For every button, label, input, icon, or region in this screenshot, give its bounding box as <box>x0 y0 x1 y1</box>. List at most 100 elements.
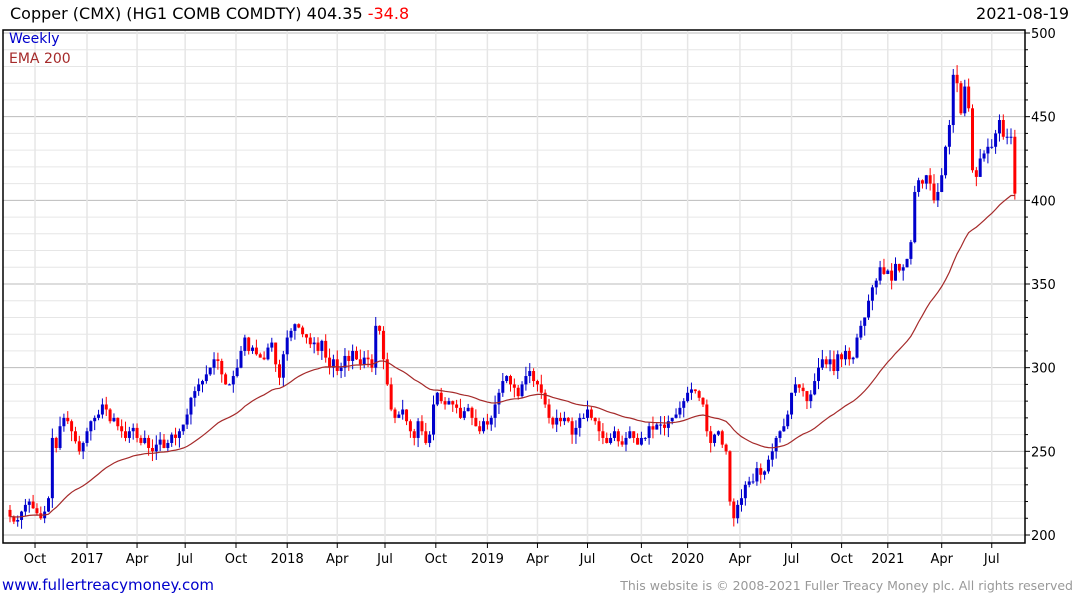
candle <box>181 424 185 435</box>
candle-body <box>274 342 278 365</box>
legend-period: Weekly <box>9 31 60 47</box>
ema-layer <box>9 194 1015 518</box>
candle <box>420 415 424 436</box>
candle-body <box>35 508 39 514</box>
candle-body <box>651 426 655 430</box>
candle <box>247 336 251 355</box>
candle <box>955 65 959 93</box>
candle-body <box>974 170 978 177</box>
candle <box>832 350 836 376</box>
candle-body <box>659 424 663 426</box>
candle-body <box>559 417 563 422</box>
candle-body <box>501 381 505 393</box>
candle <box>405 409 409 426</box>
candle <box>35 503 39 516</box>
candle <box>897 263 901 273</box>
candle <box>886 269 890 275</box>
candle-body <box>285 337 289 355</box>
candle-body <box>790 392 794 415</box>
candle-body <box>320 340 324 351</box>
candle <box>855 333 859 359</box>
candle <box>393 407 397 424</box>
candle-body <box>16 519 20 522</box>
candle <box>882 258 886 275</box>
candle <box>616 428 620 447</box>
x-tick-label: Oct <box>24 552 46 567</box>
candle-body <box>362 357 366 365</box>
candle-body <box>143 437 147 443</box>
candle-body <box>763 471 767 475</box>
candle-body <box>227 384 231 386</box>
candle <box>320 339 324 360</box>
candle-body <box>689 389 693 393</box>
candle-body <box>813 381 817 395</box>
candle-body <box>201 381 204 385</box>
candle <box>150 439 154 462</box>
candle-body <box>743 484 747 499</box>
candle <box>870 284 874 311</box>
candle <box>100 398 104 419</box>
candle-body <box>917 180 921 192</box>
candle-body <box>73 431 77 442</box>
candle <box>932 174 936 204</box>
candle-body <box>886 270 890 274</box>
x-tick-label: Apr <box>729 552 752 567</box>
candle <box>959 80 963 116</box>
candle <box>770 443 774 467</box>
candle-body <box>70 421 74 432</box>
candle <box>501 372 505 397</box>
candle <box>516 384 520 400</box>
candle-body <box>543 392 547 405</box>
candle-body <box>147 437 151 448</box>
candle-body <box>959 83 963 114</box>
candle-body <box>824 359 828 365</box>
x-tick-label: Jul <box>783 552 800 567</box>
candle-body <box>66 417 70 422</box>
candle <box>620 435 624 447</box>
candle <box>455 399 459 414</box>
x-tick-label: Oct <box>225 552 247 567</box>
candle-body <box>740 498 743 505</box>
candle-body <box>997 120 1001 134</box>
candle <box>974 167 978 187</box>
candle <box>39 506 43 520</box>
candle-body <box>162 439 166 448</box>
candle-body <box>524 376 528 385</box>
candle-body <box>693 389 697 392</box>
candle-body <box>412 431 416 438</box>
candle-body <box>528 371 532 377</box>
candle-body <box>555 417 559 425</box>
candle-body <box>493 404 497 418</box>
candle-body <box>797 384 801 388</box>
candle-body <box>31 501 35 509</box>
candle-body <box>520 384 524 397</box>
candle <box>335 350 339 376</box>
candle-body <box>497 392 501 405</box>
candle <box>478 420 482 435</box>
candle <box>355 346 358 361</box>
candle-body <box>489 417 493 425</box>
candle-body <box>324 340 328 358</box>
candle-body <box>655 424 659 430</box>
candle <box>58 416 62 450</box>
candle-body <box>867 300 871 318</box>
candle <box>124 421 127 442</box>
candle-body <box>254 347 258 355</box>
candle <box>782 418 786 432</box>
x-tick-label: 2020 <box>671 552 704 567</box>
candle-body <box>932 183 936 201</box>
candle <box>682 398 686 418</box>
candle-body <box>936 191 940 201</box>
candle-body <box>1009 136 1013 138</box>
candle-body <box>297 324 301 328</box>
candle <box>482 417 486 434</box>
candle-body <box>747 481 751 485</box>
candle <box>127 426 131 443</box>
website-link[interactable]: www.fullertreacymoney.com <box>2 576 215 594</box>
candle <box>189 396 193 425</box>
candle-body <box>331 359 335 368</box>
candle-body <box>882 267 886 274</box>
x-tick-label: Jul <box>176 552 193 567</box>
candle-body <box>647 426 651 438</box>
candle <box>274 342 278 372</box>
